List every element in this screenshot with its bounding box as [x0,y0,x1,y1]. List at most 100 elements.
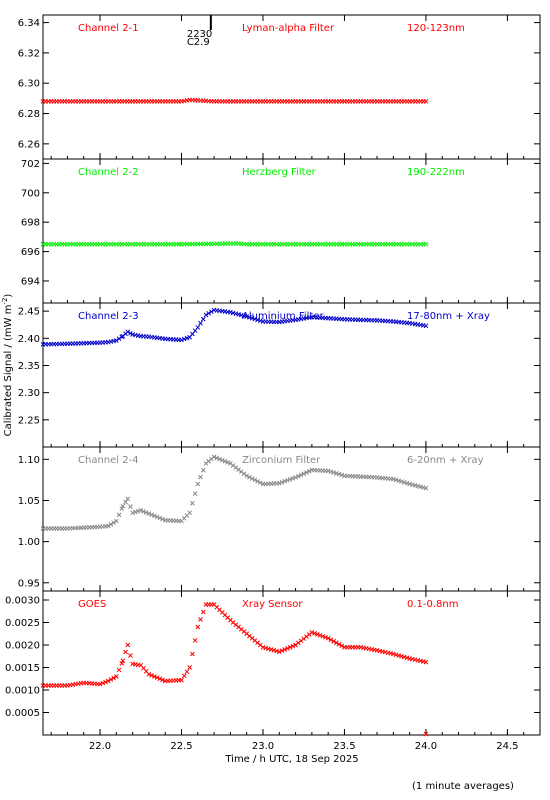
data-point [328,469,334,475]
data-point [111,675,116,681]
data-point [100,680,106,686]
band-label: 6-20nm + Xray [407,455,484,466]
data-point [105,523,111,529]
x-axis: 22.0 22.5 23.0 23.5 24.0 24.5 [89,741,519,752]
filter-label: Aluminium Filter [242,311,325,322]
data-point [333,470,339,476]
data-point [123,649,128,655]
data-point [285,477,290,483]
y-tick-label: 2.30 [18,388,40,399]
data-point [252,316,258,322]
data-point [120,503,126,509]
data-point [198,617,203,622]
data-point [111,520,116,526]
data-point [423,731,429,737]
data-point [138,508,144,513]
channel-label: Channel 2-1 [78,23,139,34]
data-point [125,496,131,502]
data-point [404,480,410,486]
channel-label: Channel 2-3 [78,311,139,322]
data-point [257,318,263,324]
data-point [200,316,206,322]
data-series [40,454,429,531]
y-tick-label: 696 [21,247,40,258]
data-point [154,675,160,680]
data-point [323,634,328,640]
data-point [128,504,133,509]
data-point [214,455,220,461]
data-point [125,642,131,648]
chart-panels: 6.26 6.28 6.30 6.32 6.34 Channel 2-1 Lyman-alp… [5,14,541,737]
data-point [108,521,114,527]
y-tick-label: 694 [21,276,40,287]
data-point [187,510,193,516]
data-point [195,325,201,330]
data-point [135,508,141,514]
data-point [184,335,190,341]
data-point [113,338,119,343]
data-point [331,470,336,475]
data-point [206,310,212,316]
panel-1: 6.26 6.28 6.30 6.32 6.34 Channel 2-1 Lyman-alp… [18,14,541,160]
data-point [217,456,222,462]
data-point [143,510,149,515]
filter-label: Herzberg Filter [242,167,317,178]
data-point [293,475,298,480]
data-point [113,518,119,524]
data-point [247,315,252,320]
data-point [255,317,260,323]
channel-label: GOES [78,599,106,610]
band-label: 120-123nm [407,23,465,34]
y-tick-label: 0.0030 [5,596,40,607]
data-point [108,677,114,682]
data-point [190,500,195,506]
data-point [187,665,193,670]
y-tick-label: 6.30 [18,79,40,90]
data-point [396,478,402,484]
data-point [152,513,157,519]
data-point [317,632,323,638]
x-tick-label: 23.5 [333,741,355,752]
data-point [141,509,146,514]
data-point [116,667,122,673]
y-tick-label: 6.32 [18,48,40,59]
data-point [116,336,122,342]
data-point [287,477,293,482]
data-point [192,491,198,496]
data-point [325,635,331,641]
data-point [244,314,250,319]
y-tick-label: 2.35 [18,361,40,372]
data-point [285,646,290,651]
data-point [244,473,250,479]
data-point [336,641,342,647]
panel-frame [42,14,541,160]
data-point [211,454,217,460]
y-tick-label: 2.40 [18,334,40,345]
data-point [312,631,317,636]
data-point [120,658,126,664]
data-series [40,307,429,347]
data-point [301,471,307,477]
data-point [149,512,154,518]
data-point [198,320,203,326]
data-series [40,241,429,247]
data-point [219,457,225,463]
panel-3: 2.25 2.30 2.35 2.40 2.45 Channel 2-3 Aluminium… [18,302,541,448]
y-tick-label: 0.0025 [5,618,40,629]
data-point [119,660,125,666]
data-point [130,510,135,516]
data-point [274,648,279,654]
data-point [116,512,122,518]
band-label: 17-80nm + Xray [407,311,490,322]
y-tick-label: 1.05 [18,496,40,507]
data-point [404,655,410,661]
data-point [184,669,190,675]
data-point [290,643,296,649]
data-point [103,679,108,685]
data-point [331,638,336,644]
data-point [336,471,342,477]
y-tick-label: 1.10 [18,455,40,466]
data-point [97,681,103,687]
data-point [152,674,157,679]
